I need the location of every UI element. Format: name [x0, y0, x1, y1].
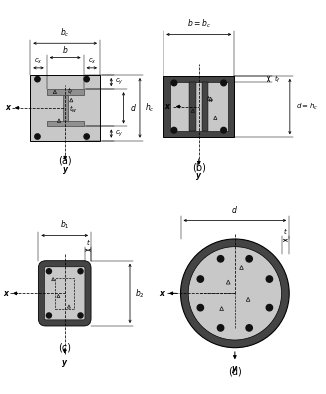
Circle shape — [78, 269, 83, 274]
Circle shape — [46, 313, 52, 318]
Text: y: y — [62, 359, 67, 367]
Text: x: x — [5, 103, 10, 112]
Circle shape — [266, 276, 273, 282]
Text: x: x — [159, 289, 164, 298]
Circle shape — [46, 269, 52, 274]
Circle shape — [78, 313, 83, 318]
Circle shape — [188, 247, 282, 340]
Text: $h_c$: $h_c$ — [145, 102, 155, 114]
Circle shape — [197, 276, 203, 282]
Circle shape — [171, 127, 177, 133]
Text: $d=h_c$: $d=h_c$ — [296, 102, 318, 112]
Bar — [47, 89, 83, 95]
Circle shape — [217, 325, 224, 331]
Text: x: x — [3, 289, 8, 298]
Circle shape — [246, 325, 252, 331]
Text: $b=b_c$: $b=b_c$ — [187, 17, 211, 30]
Circle shape — [181, 239, 289, 348]
Bar — [47, 121, 83, 126]
Text: (b): (b) — [192, 163, 206, 173]
FancyBboxPatch shape — [38, 261, 91, 326]
Circle shape — [35, 76, 40, 82]
Text: $c_x$: $c_x$ — [34, 57, 43, 66]
Bar — [189, 82, 196, 131]
Bar — [30, 75, 100, 141]
Bar — [170, 82, 228, 131]
Text: x: x — [164, 102, 169, 111]
Circle shape — [35, 134, 40, 139]
Text: $t_w$: $t_w$ — [206, 94, 214, 105]
Text: $t_f$: $t_f$ — [67, 86, 74, 97]
Text: $c_y$: $c_y$ — [115, 77, 124, 87]
FancyBboxPatch shape — [45, 267, 85, 320]
Text: $d$: $d$ — [130, 102, 137, 113]
Text: $t_f$: $t_f$ — [274, 73, 281, 85]
Circle shape — [221, 80, 227, 86]
Text: (d): (d) — [228, 367, 242, 377]
Text: $c_x$: $c_x$ — [88, 57, 96, 66]
Text: $d$: $d$ — [231, 204, 238, 215]
Text: $b$: $b$ — [62, 43, 68, 54]
Text: $c_y$: $c_y$ — [115, 128, 124, 139]
Bar — [202, 82, 208, 131]
Text: $t$: $t$ — [283, 226, 288, 236]
Circle shape — [217, 256, 224, 262]
Text: y: y — [196, 171, 201, 180]
Text: $t_w$: $t_w$ — [69, 104, 77, 115]
Text: (c): (c) — [58, 342, 71, 352]
Text: $b_1$: $b_1$ — [60, 219, 69, 231]
Text: (a): (a) — [58, 155, 72, 165]
Circle shape — [246, 256, 252, 262]
Circle shape — [84, 134, 89, 139]
Circle shape — [266, 305, 273, 311]
Bar — [63, 95, 68, 121]
Circle shape — [84, 76, 89, 82]
Text: y: y — [63, 165, 67, 174]
Text: $b_c$: $b_c$ — [60, 27, 70, 39]
Circle shape — [197, 305, 203, 311]
Text: $t$: $t$ — [85, 237, 91, 247]
Text: y: y — [232, 364, 237, 374]
Circle shape — [171, 80, 177, 86]
Bar — [163, 76, 234, 138]
Text: $b_2$: $b_2$ — [135, 287, 145, 299]
Circle shape — [221, 127, 227, 133]
